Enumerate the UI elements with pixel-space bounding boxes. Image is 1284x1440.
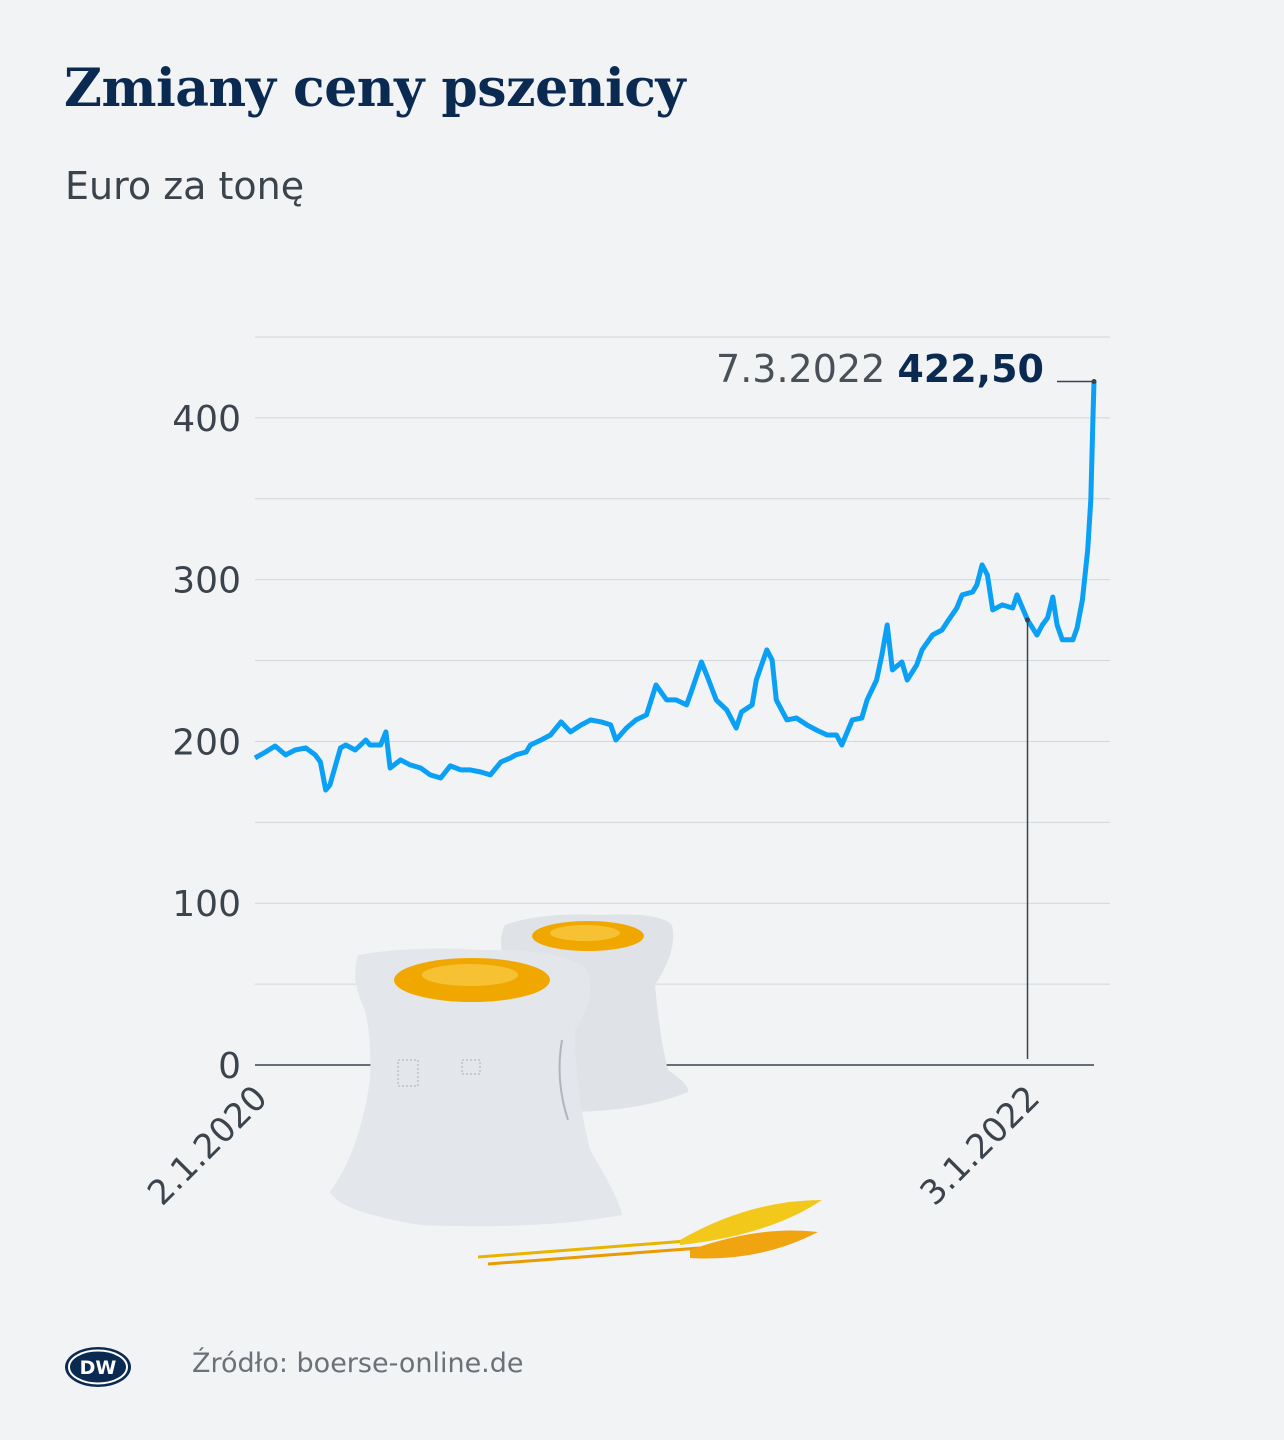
annotation-value: 422,50 bbox=[897, 347, 1044, 391]
y-tick-label: 200 bbox=[172, 722, 241, 763]
annotation-dot bbox=[1091, 378, 1097, 384]
xtick-marker-dot bbox=[1025, 617, 1031, 623]
dw-logo: DW bbox=[65, 1347, 131, 1387]
y-axis: 0 100 200 300 400 bbox=[172, 399, 241, 1087]
gridlines bbox=[255, 336, 1110, 1066]
annotation-date: 7.3.2022 bbox=[716, 347, 897, 391]
source-note: Źródło: boerse-online.de bbox=[192, 1348, 524, 1379]
price-series bbox=[253, 381, 1097, 793]
annotation: 7.3.2022 422,50 bbox=[716, 347, 1097, 1059]
y-tick-label: 100 bbox=[172, 884, 241, 925]
wheat-sacks-illustration bbox=[330, 914, 822, 1266]
y-tick-label: 0 bbox=[218, 1046, 241, 1087]
annotation-label: 7.3.2022 422,50 bbox=[716, 347, 1044, 391]
y-tick-label: 400 bbox=[172, 399, 241, 440]
chart-subtitle: Euro za tonę bbox=[65, 164, 305, 208]
svg-text:DW: DW bbox=[80, 1357, 117, 1379]
chart-title: Zmiany ceny pszenicy bbox=[64, 58, 686, 119]
y-tick-label: 300 bbox=[172, 561, 241, 602]
x-tick-label: 2.1.2020 bbox=[140, 1078, 275, 1213]
x-tick-label: 3.1.2022 bbox=[913, 1078, 1048, 1213]
series-line-Pszenica bbox=[253, 381, 1097, 793]
